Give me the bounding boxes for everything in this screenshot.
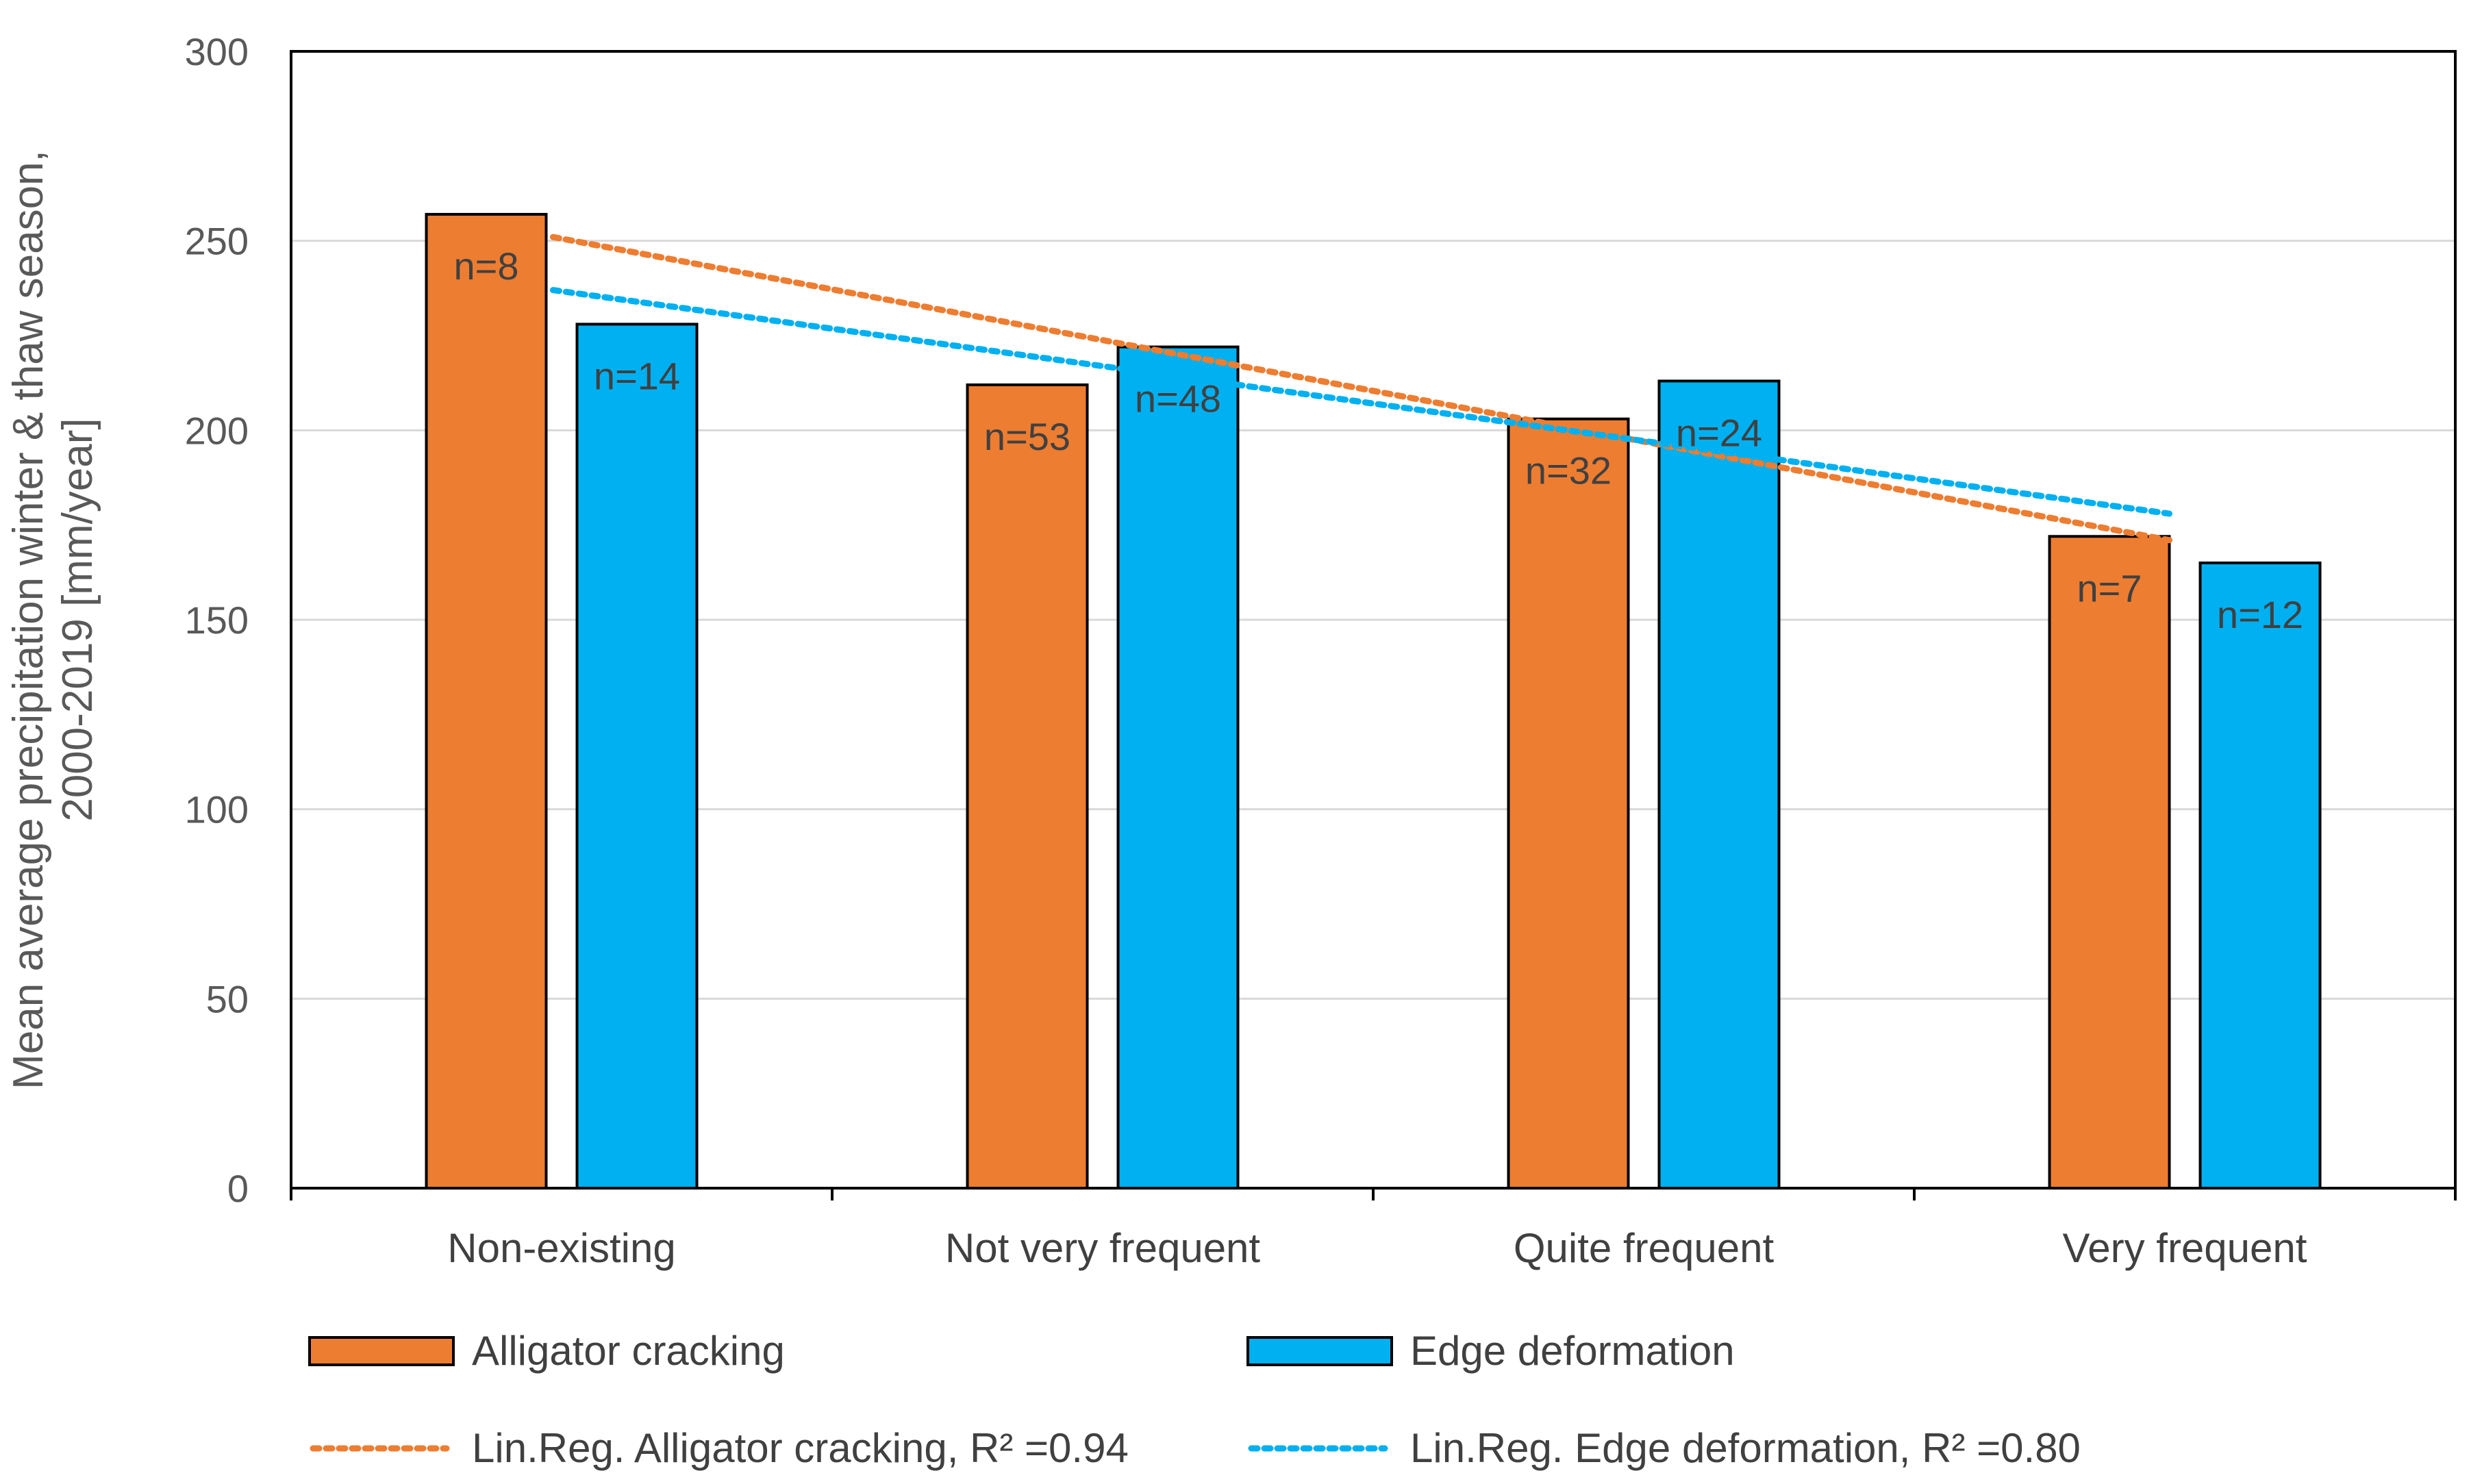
- trendline-alligator-cracking: [550, 234, 2172, 544]
- y-tick-label: 200: [185, 409, 249, 452]
- bar-data-label: n=7: [2077, 566, 2142, 609]
- bar-alligator-cracking: [1507, 417, 1630, 1190]
- bar-edge-deformation: [1116, 345, 1240, 1190]
- legend-label: Lin.Reg. Alligator cracking, R² =0.94: [472, 1425, 1129, 1471]
- bar-data-label: n=12: [2217, 593, 2303, 636]
- x-category-label: Not very frequent: [945, 1225, 1261, 1271]
- y-axis-label: Mean average precipitation winter & thaw…: [5, 150, 101, 1090]
- bars: [425, 212, 2322, 1190]
- bar-alligator-cracking: [2048, 535, 2171, 1190]
- x-category-label: Quite frequent: [1514, 1225, 1775, 1271]
- bar-edge-deformation: [1657, 379, 1781, 1190]
- axes: 0 50 100 150 200 250 300 Non-existing Not very f…: [5, 30, 2457, 1271]
- bar-alligator-cracking: [425, 212, 548, 1190]
- legend-swatch: [308, 1336, 455, 1366]
- legend-swatch: [1246, 1336, 1393, 1366]
- y-tick-label: 300: [185, 30, 249, 73]
- bar-edge-deformation: [575, 323, 699, 1190]
- x-category-label: Very frequent: [2063, 1225, 2307, 1271]
- y-tick-label: 100: [185, 788, 249, 831]
- y-tick-label: 50: [206, 977, 249, 1020]
- legend: Alligator cracking Edge deformation Lin.Re…: [308, 1328, 2081, 1471]
- bar-data-label: n=8: [454, 244, 519, 288]
- legend-label: Lin.Reg. Edge deformation, R² =0.80: [1410, 1425, 2081, 1471]
- y-tick-label: 150: [185, 599, 249, 642]
- bar-edge-deformation: [2198, 562, 2322, 1190]
- data-labels: n=8 n=53 n=32 n=7 n=14 n=48 n=24 n=12: [454, 244, 2304, 636]
- y-axis-label-line: 2000-2019 [mm/year]: [54, 418, 101, 821]
- bar-data-label: n=14: [594, 354, 680, 397]
- y-tick-label: 250: [185, 220, 249, 263]
- y-tick-label: 0: [227, 1167, 249, 1210]
- trendline-overlay: [550, 234, 2172, 544]
- bar-alligator-cracking: [966, 383, 1089, 1190]
- y-axis-label-line: Mean average precipitation winter & thaw…: [5, 150, 52, 1090]
- x-category-label: Non-existing: [447, 1225, 676, 1271]
- trendline-edge-deformation: [550, 287, 2172, 517]
- bar-data-label: n=32: [1525, 449, 1612, 492]
- legend-label: Edge deformation: [1410, 1328, 1735, 1374]
- legend-label: Alligator cracking: [472, 1328, 785, 1374]
- bar-data-label: n=48: [1135, 377, 1221, 420]
- bar-data-label: n=53: [984, 415, 1070, 458]
- bar-data-label: n=24: [1676, 411, 1762, 454]
